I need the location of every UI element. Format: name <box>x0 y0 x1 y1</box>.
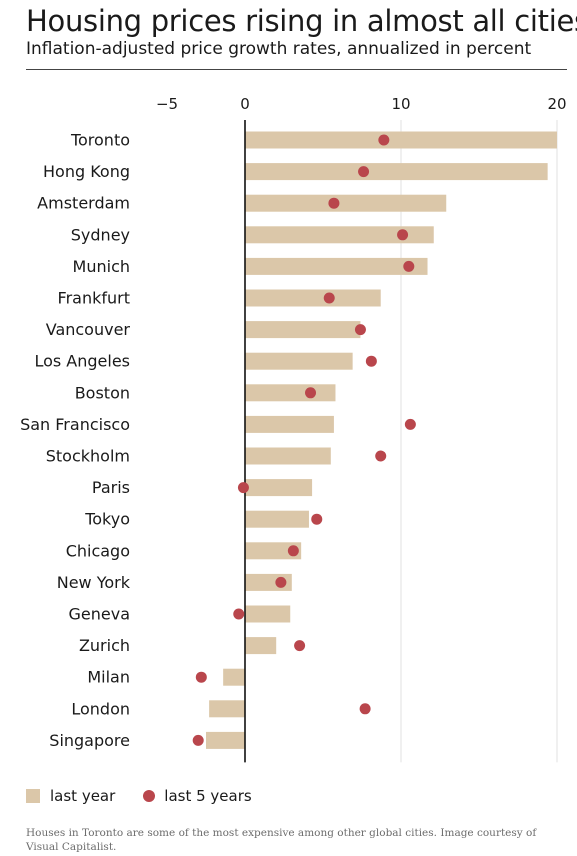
category-label: London <box>71 699 130 718</box>
category-label: Stockholm <box>46 447 130 466</box>
dot-last-5-years <box>323 292 335 304</box>
category-label: Tokyo <box>84 510 130 529</box>
dot-last-5-years <box>365 355 377 367</box>
category-label: Paris <box>92 478 130 497</box>
category-label: Sydney <box>71 225 130 244</box>
chart-subtitle: Inflation-adjusted price growth rates, a… <box>26 39 532 59</box>
dot-last-5-years <box>359 703 371 715</box>
category-label: Frankfurt <box>58 289 130 308</box>
category-label: Zurich <box>79 636 130 655</box>
dot-last-5-years <box>404 418 416 430</box>
image-caption: Houses in Toronto are some of the most e… <box>26 827 537 853</box>
category-label: New York <box>57 573 131 592</box>
category-label: Boston <box>75 383 130 402</box>
bar-last-year <box>223 668 245 686</box>
dot-last-5-years <box>311 513 323 525</box>
bar-last-year <box>245 163 548 181</box>
x-tick-label: −5 <box>156 95 178 113</box>
bar-last-year <box>206 731 245 749</box>
category-label: Vancouver <box>46 320 131 339</box>
bar-last-year <box>245 352 353 370</box>
category-label: Geneva <box>69 605 131 624</box>
category-label: Amsterdam <box>37 194 130 213</box>
dot-last-5-years <box>375 450 387 462</box>
category-label: Munich <box>73 257 130 276</box>
bar-last-year <box>245 510 309 528</box>
bar-chart: −5 0 10 20 Toronto Hong Kong Amsterdam Sydney Mu… <box>20 95 567 763</box>
dot-last-5-years <box>195 671 207 683</box>
legend-dot-label: last 5 years <box>164 787 252 805</box>
category-label: Singapore <box>49 731 130 750</box>
bar-last-year <box>245 447 331 465</box>
legend-dot-marker <box>143 790 156 802</box>
chart-legend: last year last 5 years <box>26 787 280 805</box>
dot-last-5-years <box>287 545 299 557</box>
legend-item-last-5-years: last 5 years <box>143 787 252 805</box>
bar-last-year <box>245 226 434 244</box>
title-divider <box>26 69 567 70</box>
category-label: Chicago <box>66 541 130 560</box>
dot-last-5-years <box>397 229 409 241</box>
category-label: San Francisco <box>20 415 130 434</box>
bar-last-year <box>245 321 361 339</box>
dot-last-5-years <box>354 324 366 336</box>
category-label: Milan <box>87 668 130 687</box>
dot-last-5-years <box>275 576 287 588</box>
x-tick-label: 0 <box>240 95 250 113</box>
legend-bar-swatch <box>26 789 40 803</box>
dot-last-5-years <box>358 166 370 178</box>
dot-last-5-years <box>378 134 390 146</box>
category-label: Toronto <box>70 131 130 150</box>
bar-last-year <box>245 542 302 560</box>
bar-last-year <box>245 415 334 433</box>
dot-last-5-years <box>233 608 245 620</box>
dot-last-5-years <box>328 197 340 209</box>
dot-last-5-years <box>294 640 306 652</box>
bar-last-year <box>245 384 336 402</box>
bar-last-year <box>245 605 291 623</box>
bar-last-year <box>245 637 277 655</box>
bar-last-year <box>245 131 557 149</box>
category-label: Los Angeles <box>34 352 130 371</box>
dot-last-5-years <box>237 482 249 494</box>
dot-last-5-years <box>192 734 204 746</box>
category-label: Hong Kong <box>43 162 130 181</box>
dot-last-5-years <box>305 387 317 399</box>
bar-last-year <box>245 479 313 497</box>
x-tick-label: 20 <box>547 95 566 113</box>
bar-last-year <box>245 257 428 275</box>
bar-last-year <box>245 289 381 307</box>
dot-last-5-years <box>403 260 415 272</box>
bar-last-year <box>209 700 245 718</box>
legend-bar-label: last year <box>50 787 116 805</box>
x-tick-label: 10 <box>391 95 410 113</box>
chart-title: Housing prices rising in almost all citi… <box>26 4 577 38</box>
legend-item-last-year: last year <box>26 787 115 805</box>
bar-last-year <box>245 194 447 212</box>
